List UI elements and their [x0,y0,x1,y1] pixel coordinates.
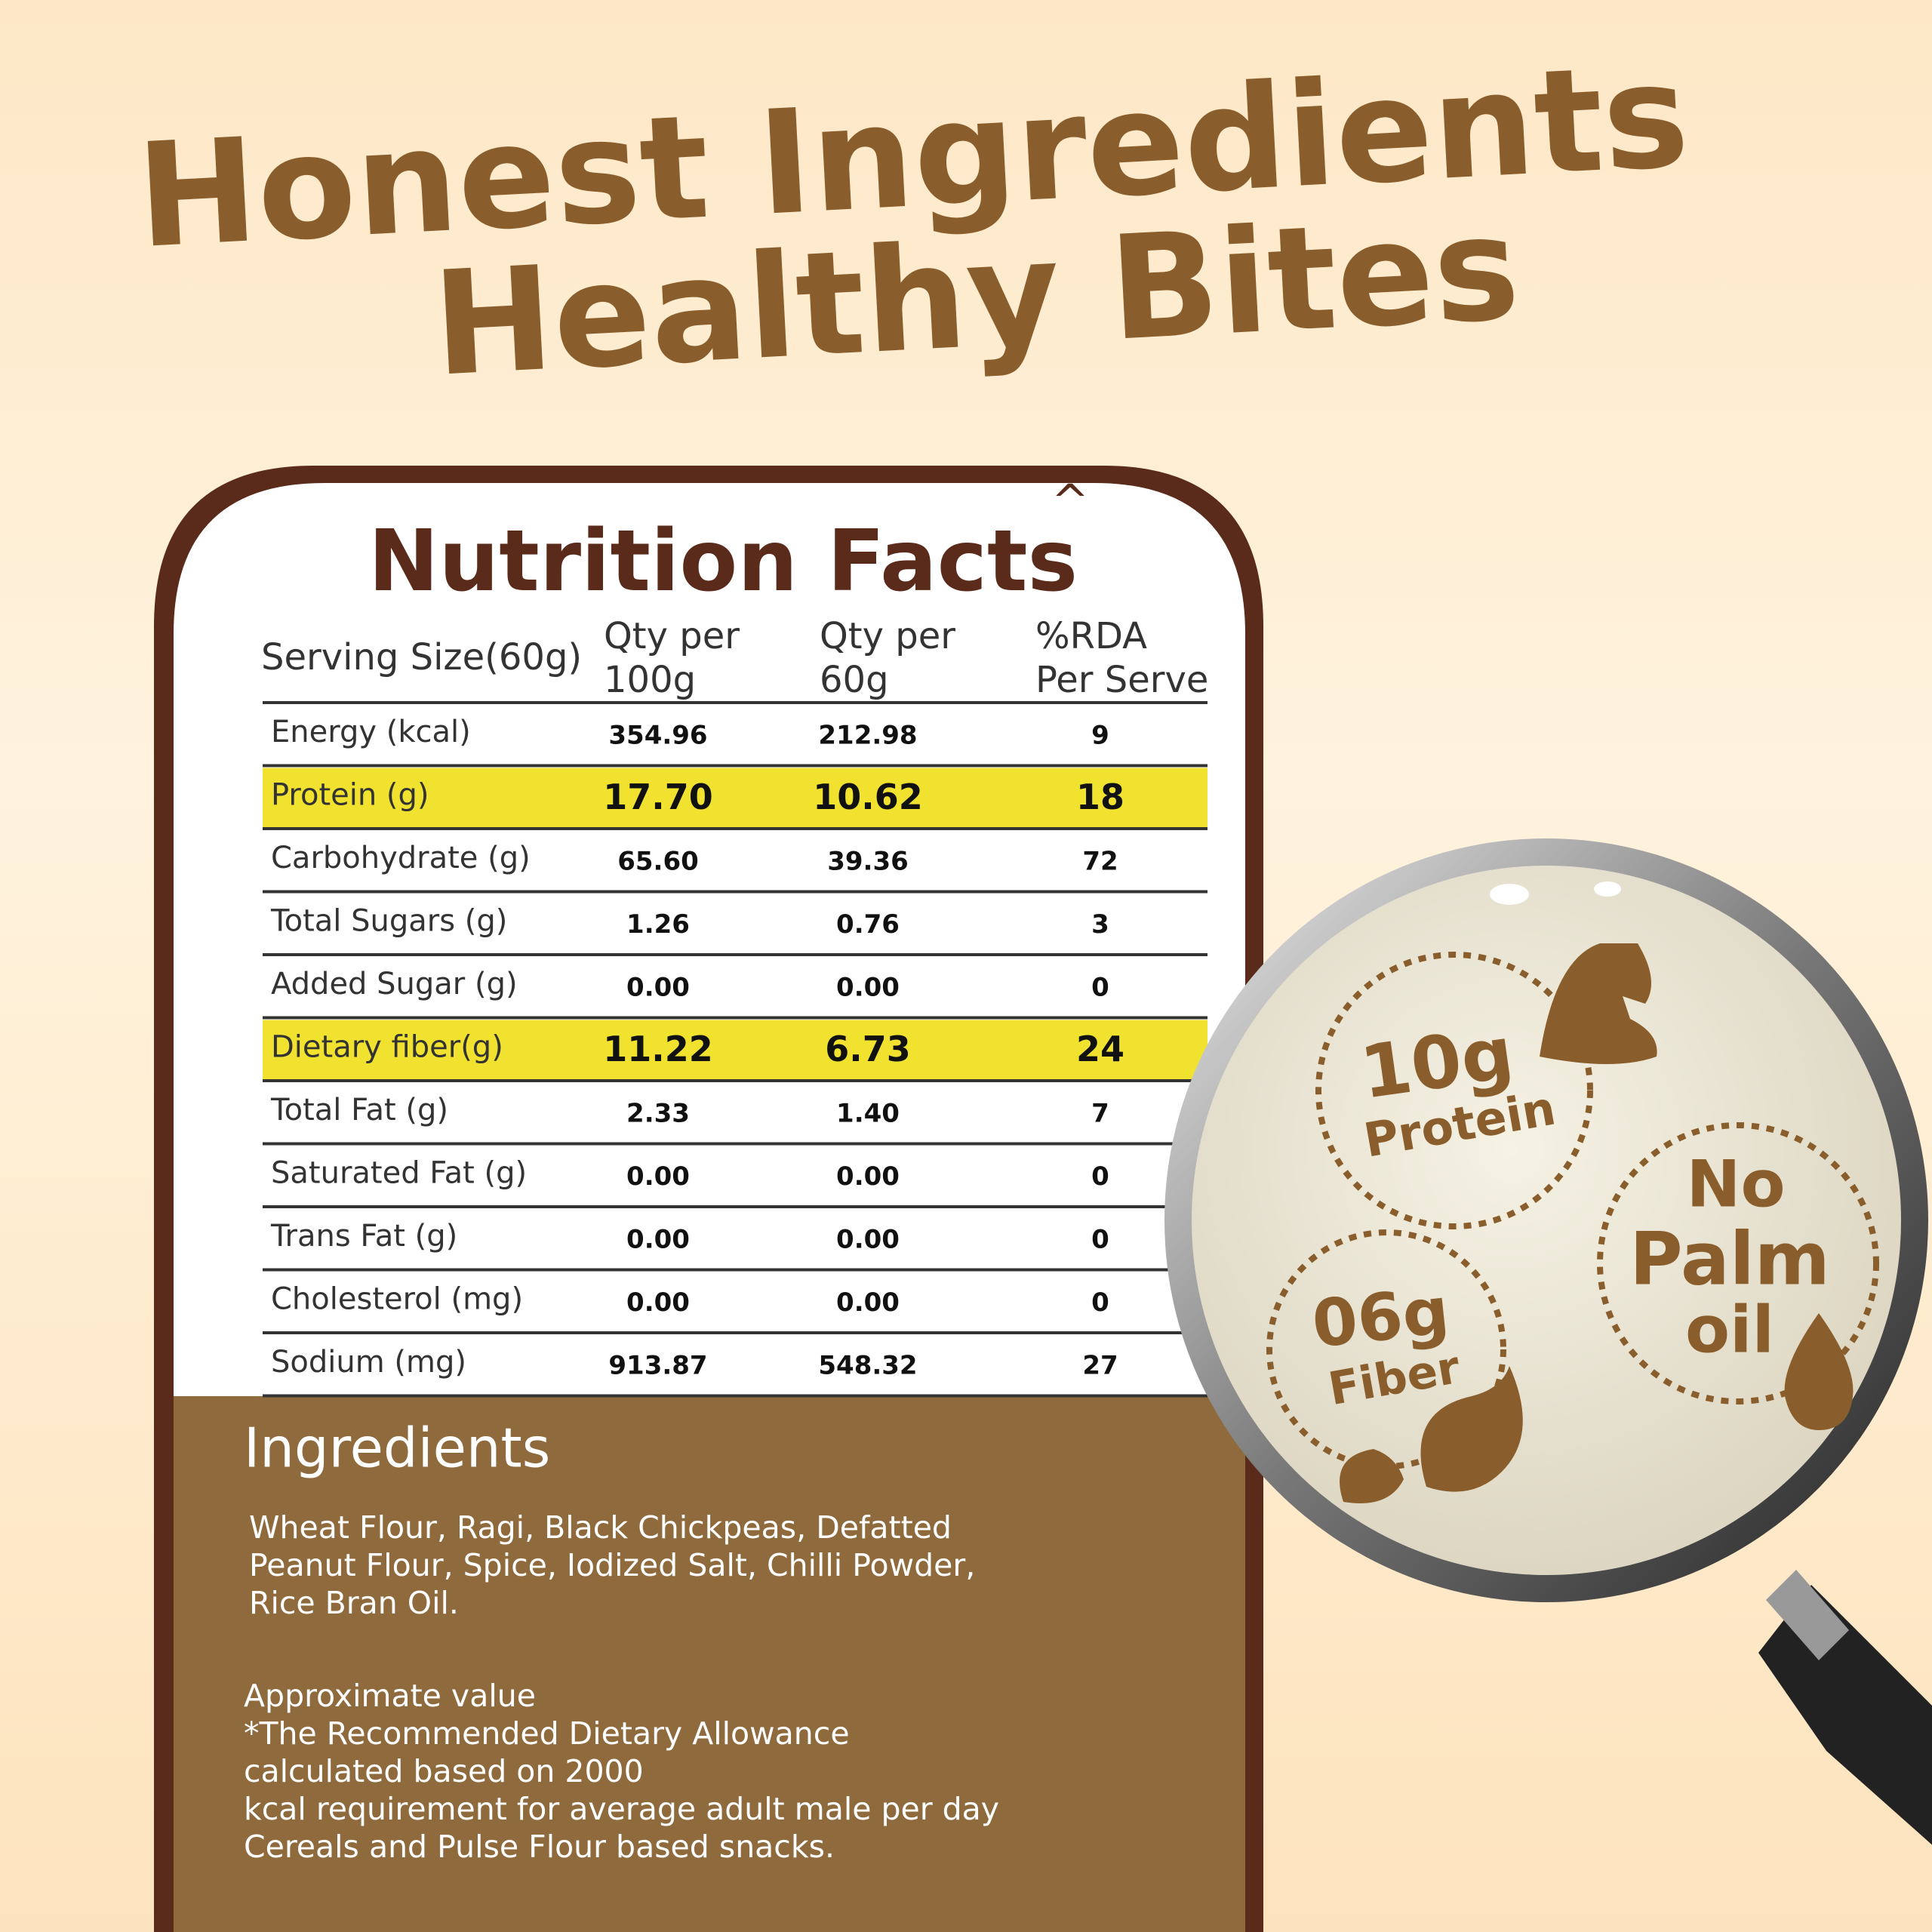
row-label: Dietary fiber(g) [271,1030,503,1065]
row-value: 0.00 [626,1287,690,1318]
drop-icon [1784,1313,1854,1430]
row-label: Added Sugar (g) [271,967,518,1001]
row-value: 0 [1091,1161,1109,1192]
row-value: 0.00 [626,1161,690,1192]
row-value: 65.60 [617,847,699,877]
badge-ring [1597,1122,1879,1404]
note-line: Cereals and Pulse Flour based snacks. [244,1829,835,1865]
ingredients-text: Wheat Flour, Ragi, Black Chickpeas, Defa… [244,1509,999,1865]
handle-neck [1766,1570,1849,1660]
column-header: Qty per [604,615,740,657]
column-header: %RDA [1035,615,1147,657]
row-value: 1.26 [626,909,690,940]
row-value: 17.70 [603,777,713,817]
row-value: 354.96 [608,721,707,751]
ingredients-line: Peanut Flour, Spice, Iodized Salt, Chill… [249,1547,975,1583]
note-line: Approximate value [244,1678,536,1714]
row-value: 39.36 [827,847,909,877]
row-label: Energy (kcal) [271,715,471,749]
row-value: 1.40 [836,1099,900,1129]
row-label: Carbohydrate (g) [271,841,531,875]
row-value: 11.22 [603,1029,713,1069]
handle [1758,1585,1932,1845]
leaf-icon [1420,1366,1523,1492]
column-header: Per Serve [1035,659,1208,701]
row-value: 0 [1091,1287,1109,1318]
ingredients-line: Wheat Flour, Ragi, Black Chickpeas, Defa… [249,1509,952,1546]
row-value: 0.00 [836,1287,900,1318]
row-highlight [263,1020,1208,1081]
row-value: 0.00 [836,1161,900,1192]
column-header: 100g [604,659,696,701]
row-value: 24 [1076,1029,1124,1069]
glare [1490,884,1529,905]
badge-text: oil [1685,1292,1774,1367]
row-value: 0.00 [626,973,690,1003]
badge-text: Palm [1629,1217,1830,1301]
row-value: 0.00 [626,1225,690,1255]
nutrition-title: Nutrition Facts [368,512,1078,611]
row-value: 18 [1076,777,1124,817]
ingredients-line: Rice Bran Oil. [249,1585,459,1621]
note-line: kcal requirement for average adult male … [244,1791,999,1827]
muscle-icon [1540,943,1657,1064]
row-label: Total Fat (g) [270,1093,448,1128]
row-value: 3 [1091,909,1109,940]
row-value: 10.62 [813,777,923,817]
row-label: Protein (g) [271,778,429,813]
row-label: Cholesterol (mg) [271,1282,523,1317]
row-value: 0.76 [836,909,900,940]
title-mark: ^ [1051,475,1089,528]
row-value: 212.98 [818,721,917,751]
row-value: 0.00 [836,1225,900,1255]
row-value: 27 [1082,1351,1118,1381]
row-value: 9 [1091,721,1109,751]
glare [1594,881,1621,897]
row-value: 0.00 [836,973,900,1003]
badge-text: 10g [1355,1011,1518,1115]
column-header: 60g [820,659,889,701]
column-header: Qty per [820,615,955,657]
row-value: 0 [1091,1225,1109,1255]
row-value: 0 [1091,973,1109,1003]
row-highlight [263,768,1208,829]
row-value: 548.32 [818,1351,917,1381]
row-value: 7 [1091,1099,1109,1129]
note-line: *The Recommended Dietary Allowance [244,1715,850,1752]
note-line: calculated based on 2000 [244,1753,644,1789]
row-label: Saturated Fat (g) [271,1156,527,1191]
row-value: 72 [1082,847,1118,877]
badge-ring [1315,952,1593,1229]
magnifier: 10g Protein No Palm oil 06g Fiber [1164,838,1932,1845]
leaf-icon [1340,1449,1404,1503]
column-header: Serving Size(60g) [261,636,582,678]
row-label: Trans Fat (g) [270,1219,457,1254]
row-value: 2.33 [626,1099,690,1129]
row-label: Sodium (mg) [271,1345,466,1380]
row-value: 6.73 [825,1029,911,1069]
badge-text: No [1686,1146,1785,1222]
ingredients-title: Ingredients [244,1417,550,1480]
row-label: Total Sugars (g) [270,904,507,939]
row-value: 913.87 [608,1351,707,1381]
ingredients-panel [174,1396,1245,1932]
badge-text: 06g [1309,1273,1453,1362]
